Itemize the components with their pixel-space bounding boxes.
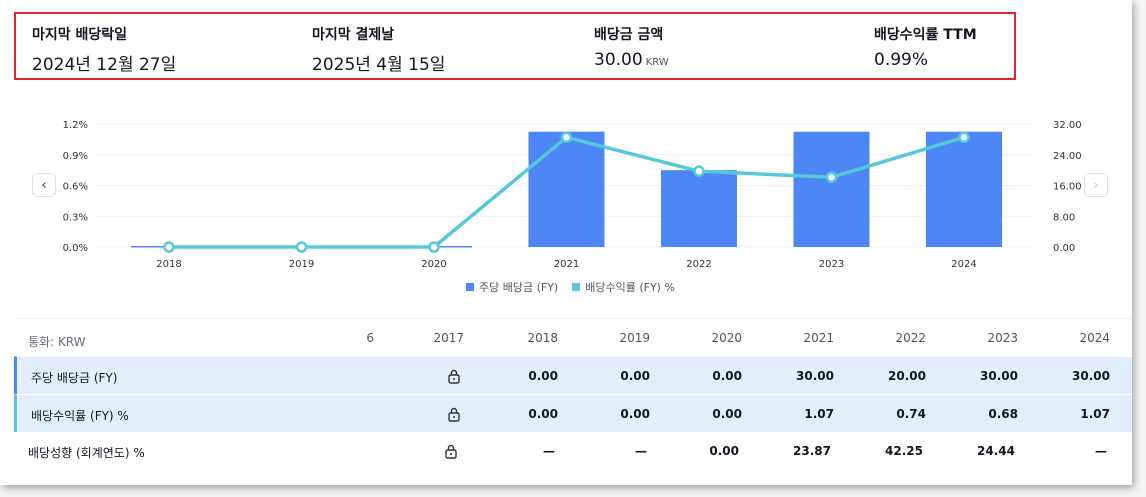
- legend-label: 주당 배당금 (FY): [479, 281, 559, 294]
- table-cell: 0.00: [709, 444, 739, 458]
- table-cell: 0.00: [712, 407, 742, 421]
- chart-svg: 0.0% 0.3% 0.6% 0.9% 1.2% 0.00 8.00 16.00 24.00 32…: [63, 120, 1082, 270]
- table-cell: —: [543, 444, 555, 458]
- dividend-summary: 마지막 배당락일 2024년 12월 27일 마지막 결제날 2025년 4월 …: [14, 12, 1016, 80]
- chart-point: [560, 131, 573, 144]
- dividend-chart: 0.0% 0.3% 0.6% 0.9% 1.2% 0.00 8.00 16.00 24.00 32…: [0, 96, 1132, 306]
- chart-bar: [528, 131, 605, 247]
- y-left-tick-label: 0.0%: [63, 243, 88, 254]
- y-right-tick-label: 32.00: [1053, 120, 1082, 131]
- year-header: 2021: [803, 331, 834, 345]
- chart-point: [825, 171, 838, 184]
- table-header-row: 통화: KRW 6 2017 2018 2019 2020 2021 2022 …: [14, 318, 1132, 356]
- year-header: 2020: [711, 331, 742, 345]
- row-label: 배당성향 (회계연도) %: [28, 446, 145, 460]
- stat-value-unit: KRW: [645, 57, 669, 68]
- table-cell: 0.68: [988, 407, 1018, 421]
- lock-icon: [445, 444, 457, 459]
- row-label: 배당수익률 (FY) %: [31, 409, 129, 423]
- stat-label: 마지막 배당락일: [32, 27, 128, 43]
- table-cell: 0.00: [528, 407, 558, 421]
- legend-label: 배당수익률 (FY) %: [585, 281, 675, 294]
- y-left-tick-label: 0.9%: [63, 151, 88, 162]
- year-header: 2019: [619, 331, 650, 345]
- stat-value-number: 30.00: [594, 50, 643, 70]
- table-cell: 0.00: [620, 369, 650, 383]
- table-cell: 42.25: [885, 444, 923, 458]
- year-header: 6: [366, 331, 374, 345]
- lock-icon: [448, 369, 460, 384]
- y-right-tick-label: 16.00: [1053, 182, 1082, 193]
- year-header: 2017: [433, 331, 464, 345]
- table-cell: 0.00: [528, 369, 558, 383]
- legend-item-dividend[interactable]: 주당 배당금 (FY): [466, 279, 558, 295]
- year-header: 2023: [987, 331, 1018, 345]
- y-right-tick-label: 24.00: [1053, 151, 1082, 162]
- stat-label: 배당수익률 TTM: [874, 27, 977, 43]
- x-tick-label: 2019: [289, 259, 314, 270]
- chevron-left-icon[interactable]: ‹: [32, 173, 56, 197]
- y-left-tick-label: 1.2%: [63, 120, 88, 131]
- stat-label: 배당금 금액: [594, 27, 664, 43]
- table-cell: —: [1095, 444, 1107, 458]
- stat-value: 0.99%: [874, 50, 929, 70]
- x-tick-label: 2022: [686, 259, 711, 270]
- table-row[interactable]: 배당수익률 (FY) % 0.00 0.00 0.00 1.07 0.74 0.…: [14, 394, 1132, 432]
- table-cell: 30.00: [980, 369, 1018, 383]
- table-cell: 20.00: [888, 369, 926, 383]
- table-cell: 30.00: [796, 369, 834, 383]
- chart-point: [163, 241, 175, 253]
- lock-icon: [448, 407, 460, 422]
- stat-dividend-yield-ttm: 배당수익률 TTM 0.99%: [874, 24, 977, 70]
- dividend-table: 통화: KRW 6 2017 2018 2019 2020 2021 2022 …: [14, 318, 1132, 470]
- y-right-tick-label: 8.00: [1053, 212, 1075, 223]
- x-tick-label: 2020: [421, 259, 446, 270]
- stat-value: 2025년 4월 15일: [312, 55, 446, 75]
- y-right-tick-label: 0.00: [1053, 243, 1075, 254]
- table-cell: 1.07: [804, 407, 834, 421]
- legend-swatch-line: [572, 283, 581, 291]
- chart-point: [693, 165, 705, 177]
- table-row[interactable]: 주당 배당금 (FY) 0.00 0.00 0.00 30.00 20.00 3…: [14, 356, 1132, 394]
- table-cell: 1.07: [1080, 407, 1110, 421]
- stat-value: 2024년 12월 27일: [32, 55, 177, 75]
- x-tick-label: 2023: [819, 259, 844, 270]
- stat-dividend-amount: 배당금 금액 30.00 KRW: [594, 24, 669, 70]
- legend-item-yield[interactable]: 배당수익률 (FY) %: [572, 279, 675, 295]
- y-left-tick-label: 0.6%: [63, 182, 88, 193]
- dividend-card: 마지막 배당락일 2024년 12월 27일 마지막 결제날 2025년 4월 …: [0, 0, 1132, 485]
- table-row[interactable]: 배당성향 (회계연도) % — — 0.00 23.87 42.25 24.44…: [14, 432, 1132, 470]
- stat-label: 마지막 결제날: [312, 27, 395, 43]
- chart-bar: [926, 131, 1002, 247]
- year-header: 2018: [527, 331, 558, 345]
- stat-last-ex-date: 마지막 배당락일 2024년 12월 27일: [32, 24, 176, 75]
- chevron-right-icon[interactable]: ›: [1084, 173, 1108, 197]
- x-tick-label: 2018: [156, 259, 181, 270]
- stat-value: 30.00 KRW: [594, 50, 669, 70]
- table-cell: 30.00: [1072, 369, 1110, 383]
- year-header: 2024: [1079, 331, 1110, 345]
- row-label: 주당 배당금 (FY): [31, 371, 118, 385]
- chart-legend: 주당 배당금 (FY) 배당수익률 (FY) %: [466, 279, 675, 295]
- stat-last-payment-date: 마지막 결제날 2025년 4월 15일: [312, 24, 445, 75]
- table-cell: 24.44: [977, 444, 1015, 458]
- table-cell: —: [635, 444, 647, 458]
- year-header: 2022: [895, 331, 926, 345]
- currency-label: 통화: KRW: [28, 335, 86, 349]
- chart-point: [958, 131, 970, 144]
- chart-bar: [793, 131, 870, 247]
- table-cell: 0.74: [896, 407, 926, 421]
- chart-bar: [661, 170, 737, 247]
- table-cell: 23.87: [793, 444, 831, 458]
- legend-swatch-bar: [466, 283, 474, 291]
- table-cell: 0.00: [712, 369, 742, 383]
- chart-point: [295, 241, 308, 253]
- y-left-tick-label: 0.3%: [63, 212, 88, 223]
- x-tick-label: 2021: [554, 259, 579, 270]
- chart-point: [428, 241, 440, 253]
- x-tick-label: 2024: [951, 259, 976, 270]
- table-cell: 0.00: [620, 407, 650, 421]
